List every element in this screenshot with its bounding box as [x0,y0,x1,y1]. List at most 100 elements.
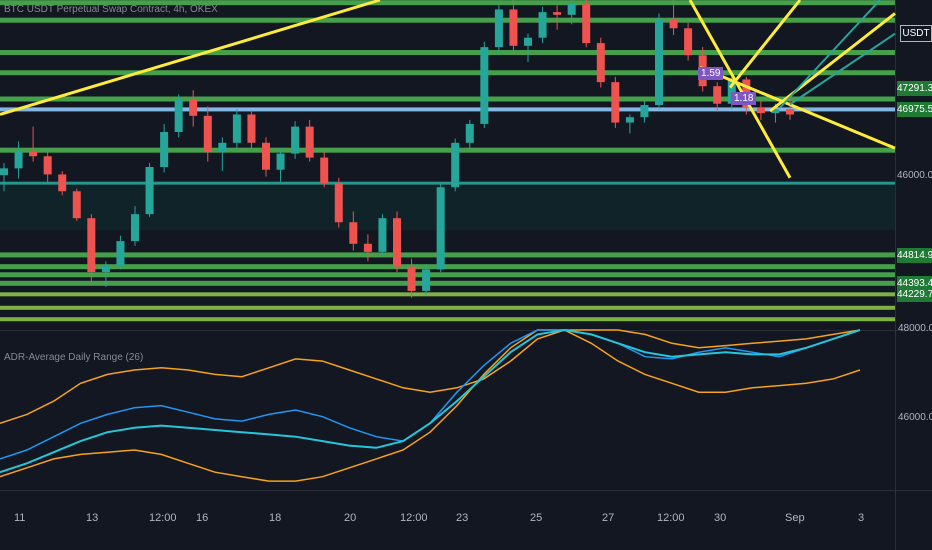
candle-body [378,218,387,252]
candle-body [567,4,576,15]
level-line [0,264,895,270]
candle-body [727,79,736,104]
level-line [0,272,895,278]
level-line [0,305,895,310]
adr-blue-line [0,329,861,460]
indicator-axis-label: 46000.0 [898,411,932,423]
candle-body [596,43,605,83]
candle-body [174,99,183,132]
candle-body [43,156,52,175]
level-line [0,280,895,286]
candle-body [654,18,664,106]
level-line [0,50,895,56]
candle-body [0,168,9,176]
candle-body [116,241,125,266]
time-axis-label: 25 [530,512,543,524]
price-axis-label: 44229.7 [897,287,932,303]
pane-divider [0,330,932,331]
time-axis-label: 16 [196,512,209,524]
trend-line [769,12,896,113]
symbol-title: BTC USDT Perpetual Swap Contract, 4h, OK… [4,4,218,15]
level-line [0,17,895,23]
candle-body [203,115,212,153]
level-line [0,292,895,297]
candle-body [480,47,489,124]
candle-body [58,174,67,192]
adr-teal-line [0,328,861,474]
candle-body [523,37,533,46]
candle-body [553,12,562,15]
candle-body [465,123,474,143]
candle-body [145,167,154,215]
trend-line [728,0,802,89]
time-axis-label: 11 [14,512,26,524]
candle-body [611,82,620,123]
level-line [0,96,895,102]
candle-body [29,151,38,157]
time-axis-label: 30 [714,512,727,524]
time-axis-label: 20 [344,512,357,524]
price-axis-label: 46975.5 [897,102,932,118]
trend-line [688,0,792,179]
candle-body [640,105,649,118]
trend-line [789,32,896,106]
candle-body [494,9,503,48]
candle-body [261,142,271,170]
candle-body [160,132,169,168]
trend-line [779,0,881,109]
time-axis-label: 23 [456,512,469,524]
candle-body [684,28,693,56]
candle-body [232,114,241,143]
price-axis-label: 44814.9 [897,247,932,263]
candle-body [756,107,765,114]
level-line [0,147,895,153]
candle-body [349,222,358,244]
candle-body [625,117,634,123]
candle-body [320,157,329,184]
candle-body [189,99,198,116]
level-line [0,107,895,112]
time-axis-label: 3 [858,512,865,524]
candle-body [218,142,227,153]
candle-body [334,183,343,223]
level-line [0,70,895,76]
candle-body [451,142,460,188]
adr-lower-band [0,329,861,482]
candle-body [130,214,140,242]
candle-body [509,9,518,46]
candle-body [87,218,96,273]
candle-body [422,269,431,291]
candle-body [305,126,314,158]
candle-body [291,126,300,154]
candle-body [101,265,110,273]
candle-body [582,4,591,44]
adr-upper-band [0,329,861,425]
candle-body [785,109,795,115]
price-axis-divider [895,0,896,550]
candle-body [72,191,81,219]
candle-body [771,109,780,114]
candle-body [436,187,445,270]
time-axis-label: 12:00 [657,512,685,524]
candle-body [669,18,678,29]
candle-body [14,151,23,169]
candle-body [392,218,402,267]
time-axis-divider [0,490,932,491]
currency-badge[interactable]: USDT [900,25,932,42]
indicator-title: ADR-Average Daily Range (26) [4,352,144,363]
annotation-label-1: 1.59 [698,67,724,80]
level-line [0,252,895,258]
time-axis-label: 13 [86,512,99,524]
candle-body [407,266,416,291]
time-axis-label: 18 [269,512,282,524]
candle-body [247,114,256,143]
candle-body [363,243,372,252]
trend-line [0,0,381,116]
time-axis-label: 12:00 [149,512,177,524]
candle-body [713,86,722,104]
time-axis-label: 12:00 [400,512,428,524]
trend-line [699,65,896,150]
candle-body [538,12,547,38]
